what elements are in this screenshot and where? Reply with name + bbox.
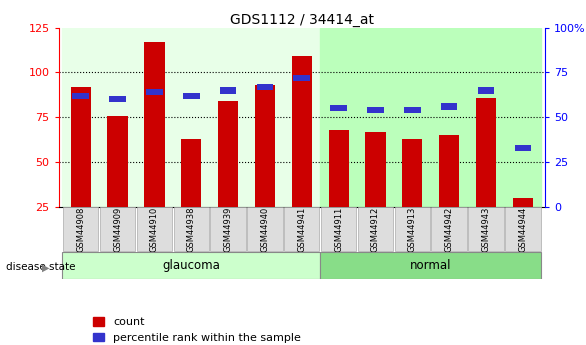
- Text: glaucoma: glaucoma: [162, 259, 220, 272]
- FancyBboxPatch shape: [320, 252, 541, 279]
- FancyBboxPatch shape: [358, 207, 393, 252]
- Bar: [146, 89, 163, 95]
- Bar: [292, 56, 312, 207]
- FancyBboxPatch shape: [321, 207, 356, 252]
- Bar: [513, 198, 533, 207]
- Bar: [515, 145, 531, 151]
- Bar: [402, 139, 423, 207]
- FancyBboxPatch shape: [173, 207, 209, 252]
- Bar: [367, 107, 384, 113]
- Bar: [144, 42, 165, 207]
- Legend: count, percentile rank within the sample: count, percentile rank within the sample: [88, 313, 305, 345]
- Text: disease state: disease state: [6, 263, 76, 272]
- Bar: [441, 104, 458, 110]
- FancyBboxPatch shape: [468, 207, 504, 252]
- Text: GSM44909: GSM44909: [113, 207, 122, 252]
- Bar: [73, 92, 89, 99]
- FancyBboxPatch shape: [63, 207, 98, 252]
- Bar: [439, 135, 459, 207]
- Bar: [294, 75, 310, 81]
- Bar: [257, 83, 273, 90]
- FancyBboxPatch shape: [431, 207, 467, 252]
- Bar: [255, 85, 275, 207]
- Text: GSM44942: GSM44942: [445, 207, 454, 252]
- Text: GSM44938: GSM44938: [187, 207, 196, 252]
- Bar: [220, 87, 236, 93]
- Bar: [107, 116, 128, 207]
- FancyBboxPatch shape: [137, 207, 172, 252]
- Text: GSM44939: GSM44939: [224, 207, 233, 252]
- FancyBboxPatch shape: [394, 207, 430, 252]
- Bar: [70, 87, 91, 207]
- Bar: [181, 139, 202, 207]
- Text: normal: normal: [410, 259, 451, 272]
- Bar: [476, 98, 496, 207]
- Bar: [478, 87, 495, 93]
- FancyBboxPatch shape: [62, 252, 320, 279]
- FancyBboxPatch shape: [247, 207, 282, 252]
- Text: GSM44941: GSM44941: [297, 207, 306, 252]
- Title: GDS1112 / 34414_at: GDS1112 / 34414_at: [230, 12, 374, 27]
- Bar: [365, 132, 386, 207]
- Text: GSM44944: GSM44944: [519, 207, 527, 252]
- Bar: [62, 28, 320, 207]
- Bar: [183, 92, 200, 99]
- Bar: [320, 28, 541, 207]
- Text: ▶: ▶: [42, 263, 50, 272]
- Bar: [329, 130, 349, 207]
- Bar: [331, 105, 347, 111]
- Text: GSM44910: GSM44910: [150, 207, 159, 252]
- Bar: [404, 107, 421, 113]
- Text: GSM44940: GSM44940: [260, 207, 270, 252]
- FancyBboxPatch shape: [210, 207, 246, 252]
- FancyBboxPatch shape: [100, 207, 135, 252]
- FancyBboxPatch shape: [284, 207, 319, 252]
- Text: GSM44943: GSM44943: [482, 207, 490, 252]
- Text: GSM44913: GSM44913: [408, 207, 417, 252]
- FancyBboxPatch shape: [505, 207, 540, 252]
- Text: GSM44911: GSM44911: [334, 207, 343, 252]
- Text: GSM44908: GSM44908: [76, 207, 85, 252]
- Bar: [218, 101, 239, 207]
- Text: GSM44912: GSM44912: [371, 207, 380, 252]
- Bar: [109, 96, 126, 102]
